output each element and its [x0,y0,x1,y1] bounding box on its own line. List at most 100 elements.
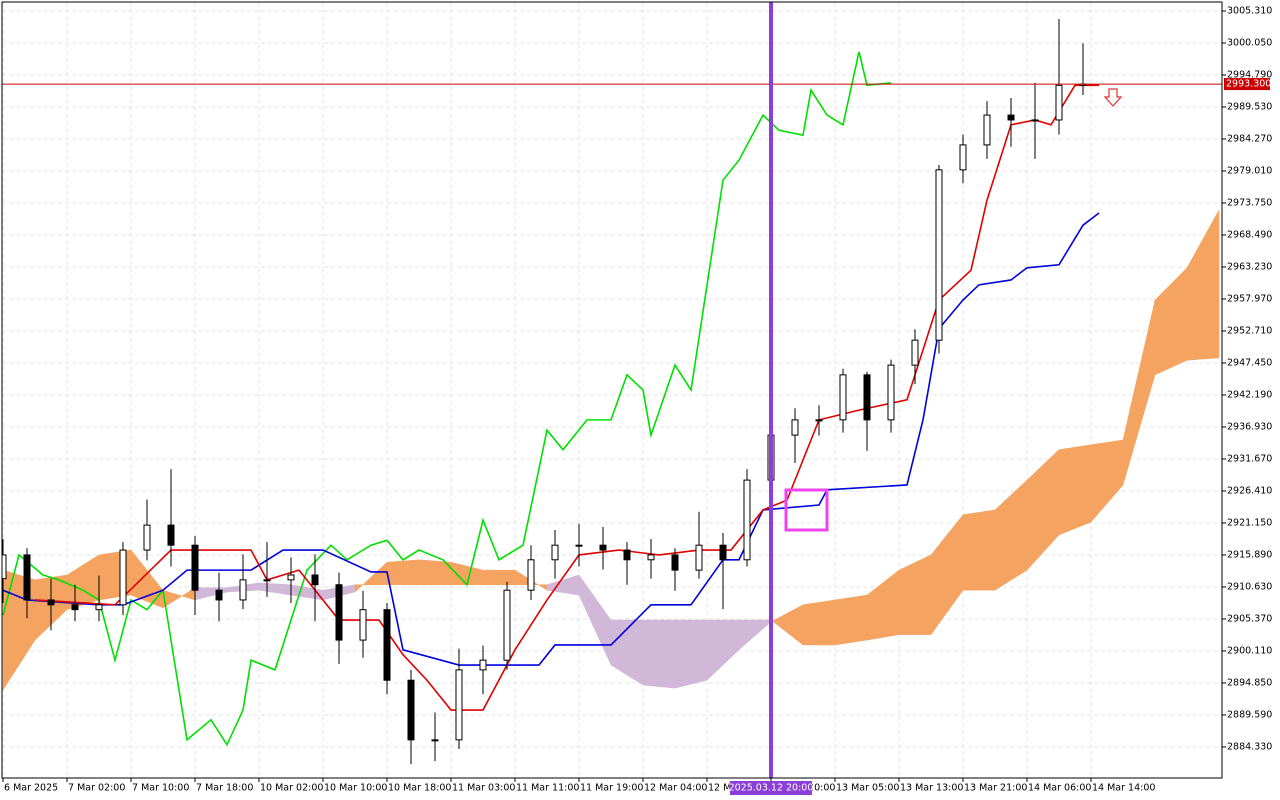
axes: 3005.310 3000.050 2994.790 2989.530 2984.270… [2,6,1272,795]
candle-body [311,574,319,586]
y-tick-label: 2989.530 [1227,101,1272,112]
price-label-box [1224,78,1270,91]
x-tick-label: 12 Mar 04:00 [644,783,707,794]
candle-body [503,589,511,661]
plot-border [1,1,1223,779]
x-tick-label: 11 Mar 19:00 [580,783,643,794]
candle-body [407,679,415,741]
y-tick-label: 2968.490 [1227,229,1272,240]
candle-body [383,609,391,681]
candle-body [431,739,439,742]
candle-body [119,549,127,606]
candle-body [863,374,871,421]
candle-body [719,544,727,561]
x-tick-label: 10 Mar 10:00 [324,783,387,794]
x-tick-label: 10 Mar 02:00 [260,783,323,794]
indicator-line [34,84,1099,711]
candle-body [623,549,631,561]
y-tick-label: 3000.050 [1227,38,1272,49]
candle-body [551,544,559,561]
candle-body [959,144,967,171]
candle-body [335,584,343,641]
ichimoku-cloud [386,559,420,585]
y-tick-label: 2921.150 [1227,517,1272,528]
candle-body [191,544,199,591]
y-tick-label: 2910.630 [1227,581,1272,592]
highlight-box [784,488,829,532]
candle-body [911,339,919,366]
candle-body [575,544,583,547]
ichimoku-cloud [482,569,516,585]
y-tick-label: 2915.890 [1227,549,1272,560]
ichimoku-cloud [834,594,868,646]
x-tick-label: 6 Mar 2025 [4,783,58,794]
candle-body [167,524,175,546]
candle-body [791,419,799,436]
x-tick-label: 14 Mar 14:00 [1092,783,1155,794]
candle-body [743,479,751,561]
y-tick-label: 3005.310 [1227,6,1272,17]
y-tick-label: 2947.450 [1227,357,1272,368]
indicator-line [2,212,1100,666]
indicator-line [2,51,892,747]
candle-body [71,604,79,611]
y-tick-label: 2979.010 [1227,165,1272,176]
x-tick-label: 13 Mar 21:00 [964,783,1027,794]
candle-body [95,604,103,611]
candle-body [695,544,703,571]
y-tick-label: 2994.790 [1227,70,1272,81]
plot-area [2,2,1222,778]
candle-body [839,374,847,421]
candle-body [671,554,679,571]
x-tick-label: 7 Mar 10:00 [132,783,189,794]
candle-body [359,609,367,641]
candle-body [263,579,271,582]
y-tick-label: 2884.330 [1227,741,1272,752]
ichimoku-cloud [674,619,708,689]
candle-body [455,669,463,741]
candle-body [647,554,655,561]
candle-body [935,169,943,341]
y-tick-label: 2931.670 [1227,453,1272,464]
x-tick-label: 10 Mar 18:00 [388,783,451,794]
x-tick-label: 13 Mar 05:00 [836,783,899,794]
candle-body [983,114,991,146]
candle-body [239,579,247,601]
ichimoku-cloud [962,509,996,591]
y-tick-label: 2926.410 [1227,485,1272,496]
candle-body [887,364,895,421]
y-tick-label: 2973.750 [1227,197,1272,208]
y-tick-label: 2900.110 [1227,645,1272,656]
x-tick-label: 14 Mar 06:00 [1028,783,1091,794]
candle-body [1055,84,1063,121]
candle-body [1031,119,1039,122]
ichimoku-cloud [802,599,836,646]
candle-body [815,419,823,422]
y-tick-label: 2936.930 [1227,421,1272,432]
candle-body [215,589,223,601]
candle-body [2,554,7,580]
x-tick-label: 11 Mar 11:00 [516,783,579,794]
x-tick-label: 13 Mar 13:00 [900,783,963,794]
candle-body [287,574,295,581]
y-tick-label: 2952.710 [1227,325,1272,336]
sell-arrow [1103,88,1123,107]
y-tick-label: 2984.270 [1227,133,1272,144]
x-tick-label: 7 Mar 02:00 [68,783,125,794]
cursor-label-box [730,781,812,795]
candle-body [47,599,55,606]
y-tick-label: 2957.970 [1227,293,1272,304]
y-tick-label: 2942.190 [1227,389,1272,400]
candle-body [23,554,31,601]
y-tick-label: 2894.850 [1227,677,1272,688]
candle-body [479,659,487,671]
candle-body [527,559,535,591]
y-tick-label: 2889.590 [1227,709,1272,720]
ichimoku-cloud [642,619,676,689]
y-tick-label: 2905.370 [1227,613,1272,624]
candle-body [599,544,607,551]
x-tick-label: 7 Mar 18:00 [196,783,253,794]
ichimoku-cloud [1186,209,1220,361]
candle-body [1007,114,1015,121]
y-tick-label: 2963.230 [1227,261,1272,272]
